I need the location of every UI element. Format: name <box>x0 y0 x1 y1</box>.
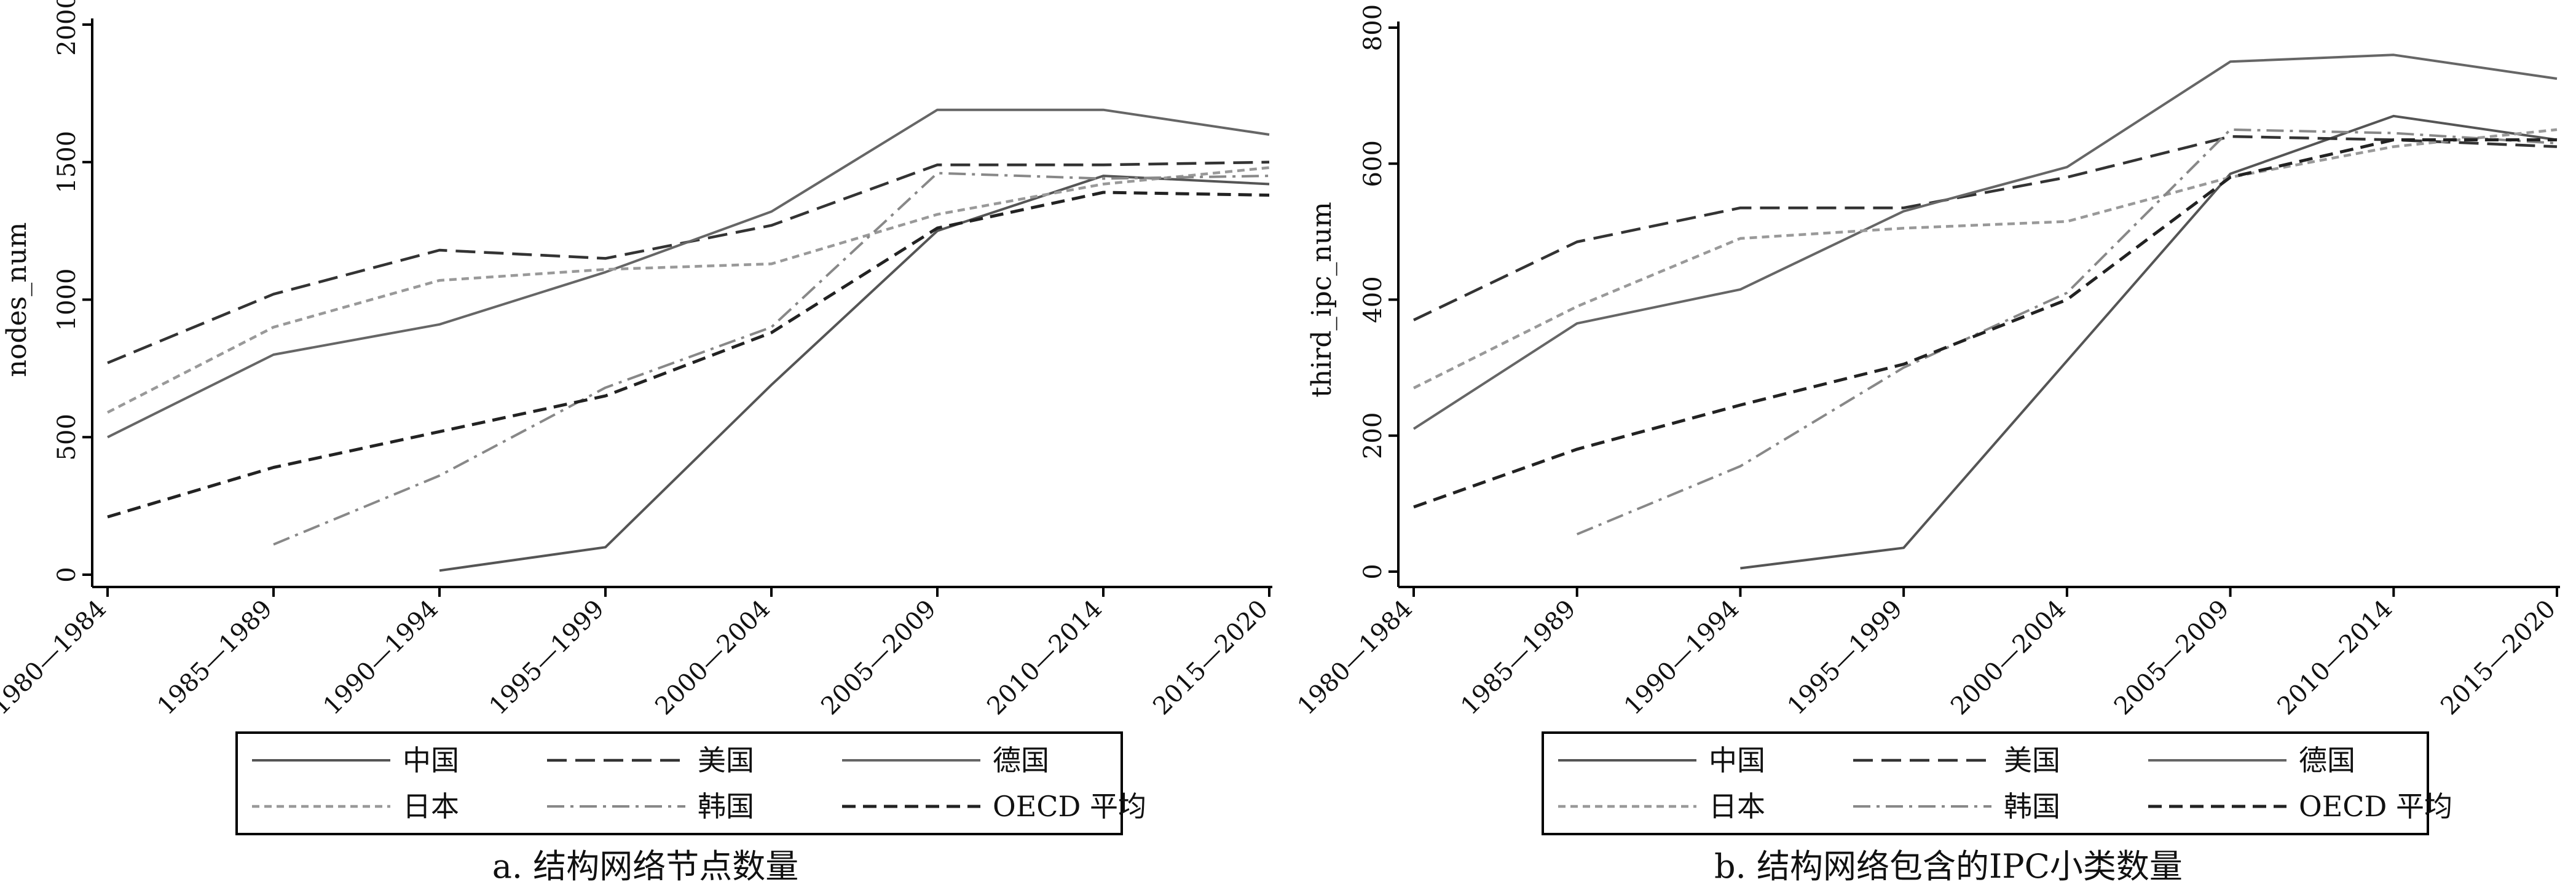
legend-label: 中国 <box>1709 744 1765 777</box>
x-tick-label: 1985—1989 <box>152 595 278 721</box>
y-tick-label: 500 <box>53 414 81 460</box>
legend-label: 日本 <box>1709 790 1765 823</box>
series-line-5 <box>107 191 1270 519</box>
chart-caption: b. 结构网络包含的IPC小类数量 <box>1714 847 2183 886</box>
chart-caption: a. 结构网络节点数量 <box>492 847 799 886</box>
legend-label: 日本 <box>403 790 459 823</box>
x-tick-label: 1990—1994 <box>1619 595 1745 721</box>
series-line-1 <box>107 160 1270 364</box>
y-tick-label: 0 <box>1359 564 1387 579</box>
y-tick-label: 1000 <box>53 269 81 331</box>
legend-label: OECD 平均 <box>993 790 1146 823</box>
x-tick-label: 2005—2009 <box>2109 595 2235 721</box>
y-tick-label: 200 <box>1359 412 1387 459</box>
y-tick-label: 600 <box>1359 140 1387 187</box>
series-line-3 <box>1412 128 2558 390</box>
x-tick-label: 2010—2014 <box>982 595 1108 721</box>
x-tick-label: 2015—2020 <box>1148 595 1274 721</box>
legend-label: 韩国 <box>2004 790 2060 823</box>
y-tick-label: 1500 <box>53 131 81 194</box>
y-tick-label: 0 <box>53 567 81 582</box>
legend-label: 韩国 <box>698 790 754 823</box>
series-line-3 <box>106 166 1270 414</box>
x-tick-label: 2005—2009 <box>816 595 942 721</box>
series-line-4 <box>1576 128 2558 536</box>
series-line-5 <box>1413 138 2557 509</box>
chart-panel-b: 0 200 400 600 800 third_ipc_num 1980—1984 1985—… <box>1292 4 2561 886</box>
y-axis-title: nodes_num <box>1 222 33 377</box>
y-axis-title: third_ipc_num <box>1306 202 1337 398</box>
x-tick-label: 1980—1984 <box>1292 595 1418 721</box>
x-tick-label: 2010—2014 <box>2272 595 2398 721</box>
series-line-2 <box>1412 53 2558 430</box>
series-line-0 <box>439 175 1270 572</box>
legend-label: 美国 <box>698 744 754 777</box>
legend-label: 德国 <box>993 744 1049 777</box>
x-tick-label: 1995—1999 <box>1782 595 1908 721</box>
y-tick-label: 2000 <box>53 0 81 56</box>
legend-label: 美国 <box>2004 744 2060 777</box>
chart-panel-a: 0 500 1000 1500 2000 nodes_num 1980—1984 1985—1… <box>0 0 1274 886</box>
y-tick-label: 800 <box>1359 4 1387 51</box>
series-line-2 <box>107 108 1270 439</box>
y-tick-label: 400 <box>1359 276 1387 323</box>
x-tick-label: 1980—1984 <box>0 595 112 721</box>
x-tick-label: 2000—2004 <box>650 595 776 721</box>
legend-label: 中国 <box>403 744 459 777</box>
x-tick-label: 2015—2020 <box>2435 595 2561 721</box>
legend-box <box>1542 731 2429 835</box>
x-tick-label: 1985—1989 <box>1455 595 1581 721</box>
legend-label: 德国 <box>2299 744 2355 777</box>
legend-label: OECD 平均 <box>2299 790 2452 823</box>
series-line-1 <box>1413 135 2558 321</box>
legend-box <box>235 731 1123 835</box>
series-line-0 <box>1740 114 2558 570</box>
series-line-4 <box>273 171 1270 546</box>
x-tick-label: 2000—2004 <box>1945 595 2071 721</box>
x-tick-label: 1995—1999 <box>484 595 610 721</box>
x-tick-label: 1990—1994 <box>318 595 444 721</box>
